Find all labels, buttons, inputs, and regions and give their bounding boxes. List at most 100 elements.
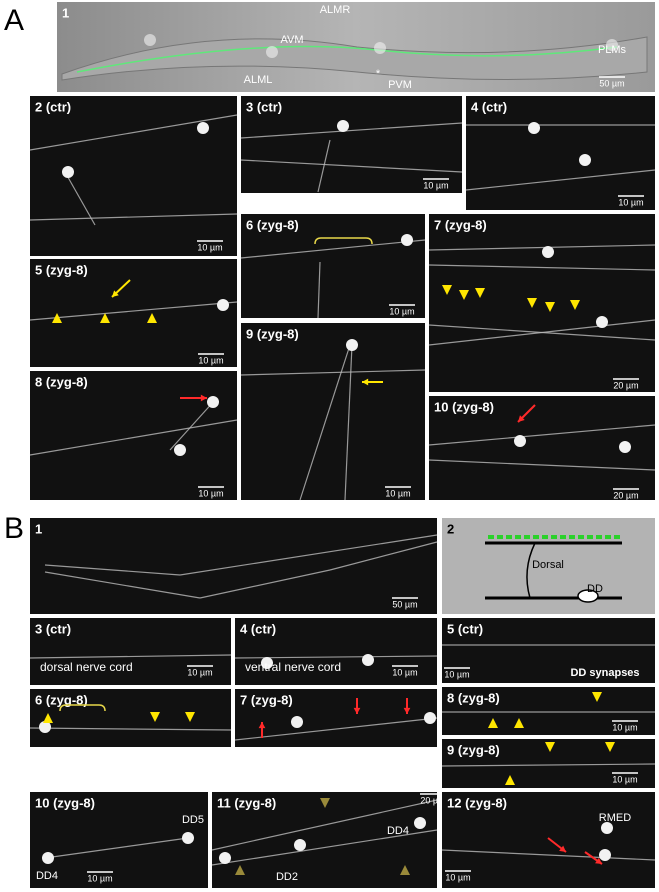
annotation: DD4	[36, 870, 58, 882]
neurite	[428, 319, 656, 346]
panel-label: 6 (zyg-8)	[246, 217, 299, 232]
annotation: DD5	[182, 814, 204, 826]
neurite	[64, 171, 96, 226]
neurite	[29, 114, 238, 151]
cell-body	[291, 716, 303, 728]
annotation: dorsal nerve cord	[40, 660, 133, 674]
image-panel	[241, 96, 462, 193]
cell-body	[337, 120, 349, 132]
neurite	[240, 369, 426, 376]
image-panel	[235, 689, 437, 747]
annotation: *	[376, 68, 381, 80]
arrow-head	[403, 707, 411, 714]
panel-label: 10 (zyg-8)	[434, 399, 494, 414]
arrowhead	[514, 718, 524, 728]
worm	[61, 36, 648, 81]
cell-body	[401, 234, 413, 246]
panel-label: 10 (zyg-8)	[35, 795, 95, 810]
neurite	[29, 301, 238, 321]
arrowhead	[545, 742, 555, 752]
panel-label: 7 (zyg-8)	[240, 692, 293, 707]
neurite	[240, 159, 463, 173]
diagram-commissure	[526, 542, 536, 599]
neurite	[29, 727, 232, 731]
neurite	[428, 244, 656, 251]
neurite	[169, 399, 216, 451]
cell-body	[39, 721, 51, 733]
scale-bar-label: 10 µm	[87, 873, 112, 883]
image-panel	[235, 618, 437, 685]
annotation: DD synapses	[570, 667, 639, 679]
cell-body	[424, 712, 436, 724]
annotation: ALML	[244, 74, 273, 86]
neurite	[441, 849, 656, 861]
cell-body	[542, 246, 554, 258]
arrowhead	[43, 713, 53, 723]
arrowhead	[570, 300, 580, 310]
cell-body	[619, 441, 631, 453]
synapse	[515, 535, 521, 539]
neurite	[465, 169, 656, 191]
cell-body	[294, 839, 306, 851]
synapse	[578, 535, 584, 539]
arrowhead	[605, 742, 615, 752]
cell-body	[414, 817, 426, 829]
arrow-head	[518, 415, 525, 422]
scale-bar-label: 50 µm	[392, 599, 417, 609]
neurite	[441, 763, 656, 767]
arrowhead	[475, 288, 485, 298]
annotation: DD4	[387, 825, 409, 837]
annotation: DD2	[276, 871, 298, 883]
arrowhead	[320, 798, 330, 808]
synapse	[506, 535, 512, 539]
cell-body	[579, 154, 591, 166]
neurite	[428, 459, 656, 471]
cell-body	[174, 444, 186, 456]
scale-bar-label: 10 µm	[187, 667, 212, 677]
image-panel	[30, 518, 437, 614]
cell-body	[528, 122, 540, 134]
neurite	[44, 571, 201, 599]
image-panel	[30, 618, 231, 685]
cell-body	[261, 657, 273, 669]
panel-label: 8 (zyg-8)	[447, 690, 500, 705]
scale-bar-label: 10 µm	[444, 669, 469, 679]
scale-bar-label: 20 µm	[420, 795, 445, 805]
synapse	[488, 535, 494, 539]
scale-bar-label: 10 µm	[423, 180, 448, 190]
scale-bar-label: 10 µm	[618, 197, 643, 207]
image-panel	[241, 214, 425, 318]
arrowhead	[459, 290, 469, 300]
neurite	[199, 569, 331, 599]
neurite	[211, 799, 438, 851]
arrow-head	[258, 722, 266, 729]
panel-label: 11 (zyg-8)	[217, 795, 276, 810]
panel-label: 4 (ctr)	[471, 99, 507, 114]
arrow-head	[112, 290, 119, 297]
panel-label: 7 (zyg-8)	[434, 217, 487, 232]
neurite	[29, 654, 232, 659]
arrowhead	[545, 302, 555, 312]
synapse	[596, 535, 602, 539]
panel-label: 4 (ctr)	[240, 621, 276, 636]
synapse	[542, 535, 548, 539]
cell-body	[207, 396, 219, 408]
image-panel	[241, 323, 425, 500]
cell-body	[601, 822, 613, 834]
arrowhead	[527, 298, 537, 308]
bracket	[314, 237, 373, 245]
scale-bar-label: 20 µm	[613, 490, 638, 500]
scale-bar-label: 10 µm	[389, 306, 414, 316]
neurite	[179, 534, 438, 576]
arrowhead	[505, 775, 515, 785]
synapse	[560, 535, 566, 539]
neurite	[234, 717, 438, 741]
panel-label: 5 (ctr)	[447, 621, 483, 636]
annotation: Dorsal	[532, 559, 564, 571]
arrowhead	[400, 865, 410, 875]
scale-bar-label: 50 µm	[599, 78, 624, 88]
annotation: ventral nerve cord	[245, 660, 341, 674]
neurite	[317, 139, 331, 193]
neurite	[44, 837, 189, 859]
neurite	[317, 261, 321, 319]
